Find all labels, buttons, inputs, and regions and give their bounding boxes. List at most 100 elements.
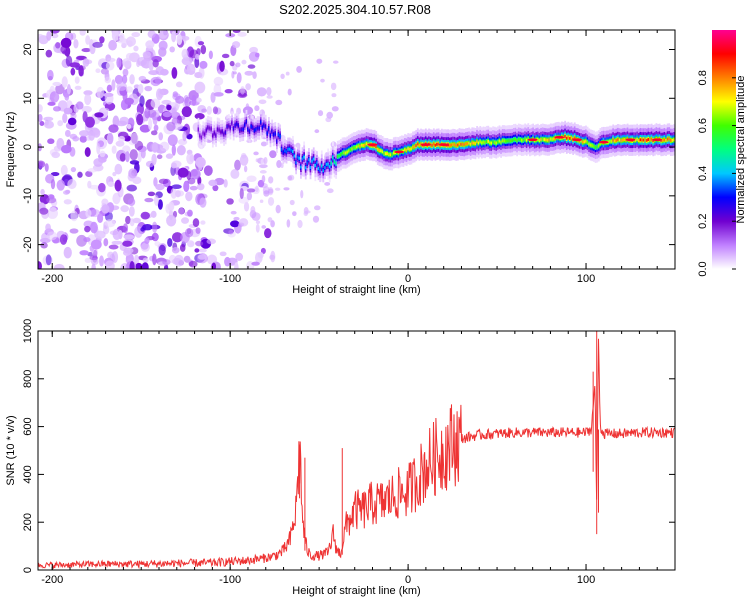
noise-blob <box>121 74 128 84</box>
y-tick-label: 1000 <box>22 319 34 343</box>
noise-blob <box>260 141 267 147</box>
ridge-segment <box>251 125 254 129</box>
ridge-segment <box>480 141 483 145</box>
noise-blob <box>198 248 207 253</box>
ridge-segment <box>484 141 486 145</box>
y-tick-label: -10 <box>22 188 34 204</box>
noise-blob <box>194 113 205 120</box>
noise-blob <box>241 152 247 159</box>
ridge-segment <box>357 144 360 148</box>
ridge-segment <box>388 153 390 157</box>
noise-blob <box>175 190 181 198</box>
noise-blob <box>320 78 325 83</box>
noise-blob <box>38 160 46 168</box>
noise-blob <box>73 39 79 49</box>
ridge-segment <box>215 133 217 137</box>
x-tick-label: -100 <box>219 574 241 586</box>
noise-blob <box>175 81 183 88</box>
noise-blob <box>172 91 178 98</box>
noise-blob <box>118 135 126 143</box>
ridge-segment <box>637 139 640 143</box>
noise-blob <box>203 165 213 176</box>
ridge-segment <box>474 142 477 146</box>
ridge-hotspot <box>598 140 609 144</box>
ridge-segment <box>500 140 503 144</box>
ridge-segment <box>362 143 365 147</box>
noise-blob <box>166 121 176 132</box>
noise-blob <box>64 92 70 101</box>
noise-blob <box>87 168 98 173</box>
noise-blob <box>56 179 65 191</box>
ridge-segment <box>471 141 474 145</box>
ridge-segment <box>266 131 269 135</box>
ridge-segment <box>243 123 246 127</box>
ridge-segment <box>537 137 539 141</box>
ridge-segment <box>511 139 514 143</box>
noise-blob <box>158 40 168 51</box>
noise-blob <box>103 238 109 247</box>
ridge-segment <box>580 139 583 143</box>
noise-blob <box>140 211 150 220</box>
noise-blob <box>45 223 51 232</box>
noise-blob <box>144 197 154 203</box>
noise-blob <box>162 259 171 266</box>
noise-blob <box>90 209 101 218</box>
noise-blob <box>92 128 101 138</box>
ridge-segment <box>269 134 272 137</box>
ridge-hotspot <box>554 135 565 139</box>
y-axis-label: Frequency (Hz) <box>5 112 17 188</box>
ridge-hotspot <box>572 138 583 142</box>
colorbar-tick-label: 0.0 <box>697 261 709 276</box>
noise-blob <box>186 152 195 165</box>
noise-blob <box>303 211 309 217</box>
ridge-segment <box>276 139 278 143</box>
ridge-segment <box>634 138 637 142</box>
ridge-segment <box>650 137 653 141</box>
noise-blob <box>158 30 168 39</box>
noise-blob <box>223 178 228 188</box>
noise-blob <box>90 221 98 234</box>
noise-blob <box>181 48 189 59</box>
noise-blob <box>122 240 133 247</box>
noise-blob <box>186 63 196 75</box>
noise-blob <box>115 140 125 147</box>
noise-blob <box>49 30 60 34</box>
noise-blob <box>47 101 56 106</box>
ridge-segment <box>497 140 499 144</box>
ridge-segment <box>328 165 331 169</box>
ridge-segment <box>509 139 512 143</box>
ridge-segment <box>609 139 611 143</box>
ridge-segment <box>268 127 270 131</box>
ridge-segment <box>324 166 326 169</box>
noise-blob <box>50 172 60 177</box>
noise-blob <box>237 31 247 37</box>
ridge-segment <box>521 138 523 142</box>
noise-blob <box>206 105 212 115</box>
noise-blob <box>283 187 290 191</box>
noise-blob <box>111 30 119 42</box>
noise-blob <box>153 177 158 187</box>
noise-blob <box>63 107 73 115</box>
noise-blob <box>167 237 173 247</box>
noise-blob <box>252 71 257 79</box>
noise-blob <box>230 210 237 215</box>
noise-blob <box>162 111 172 118</box>
ridge-segment <box>203 132 206 136</box>
noise-blob <box>70 166 77 173</box>
ridge-segment <box>330 161 333 165</box>
ridge-segment <box>216 127 219 131</box>
noise-blob <box>199 60 208 69</box>
noise-blob <box>136 113 144 126</box>
noise-blob <box>85 136 92 141</box>
y-tick-label: 20 <box>22 43 34 55</box>
ridge-segment <box>256 126 259 130</box>
noise-blob <box>116 120 128 127</box>
snr-content <box>38 331 675 570</box>
y-axis-label: SNR (10 * v/v) <box>5 415 17 485</box>
ridge-segment <box>301 157 304 161</box>
ridge-segment <box>263 123 265 127</box>
noise-blob <box>125 151 130 163</box>
noise-blob <box>189 185 198 191</box>
noise-blob <box>228 230 234 235</box>
